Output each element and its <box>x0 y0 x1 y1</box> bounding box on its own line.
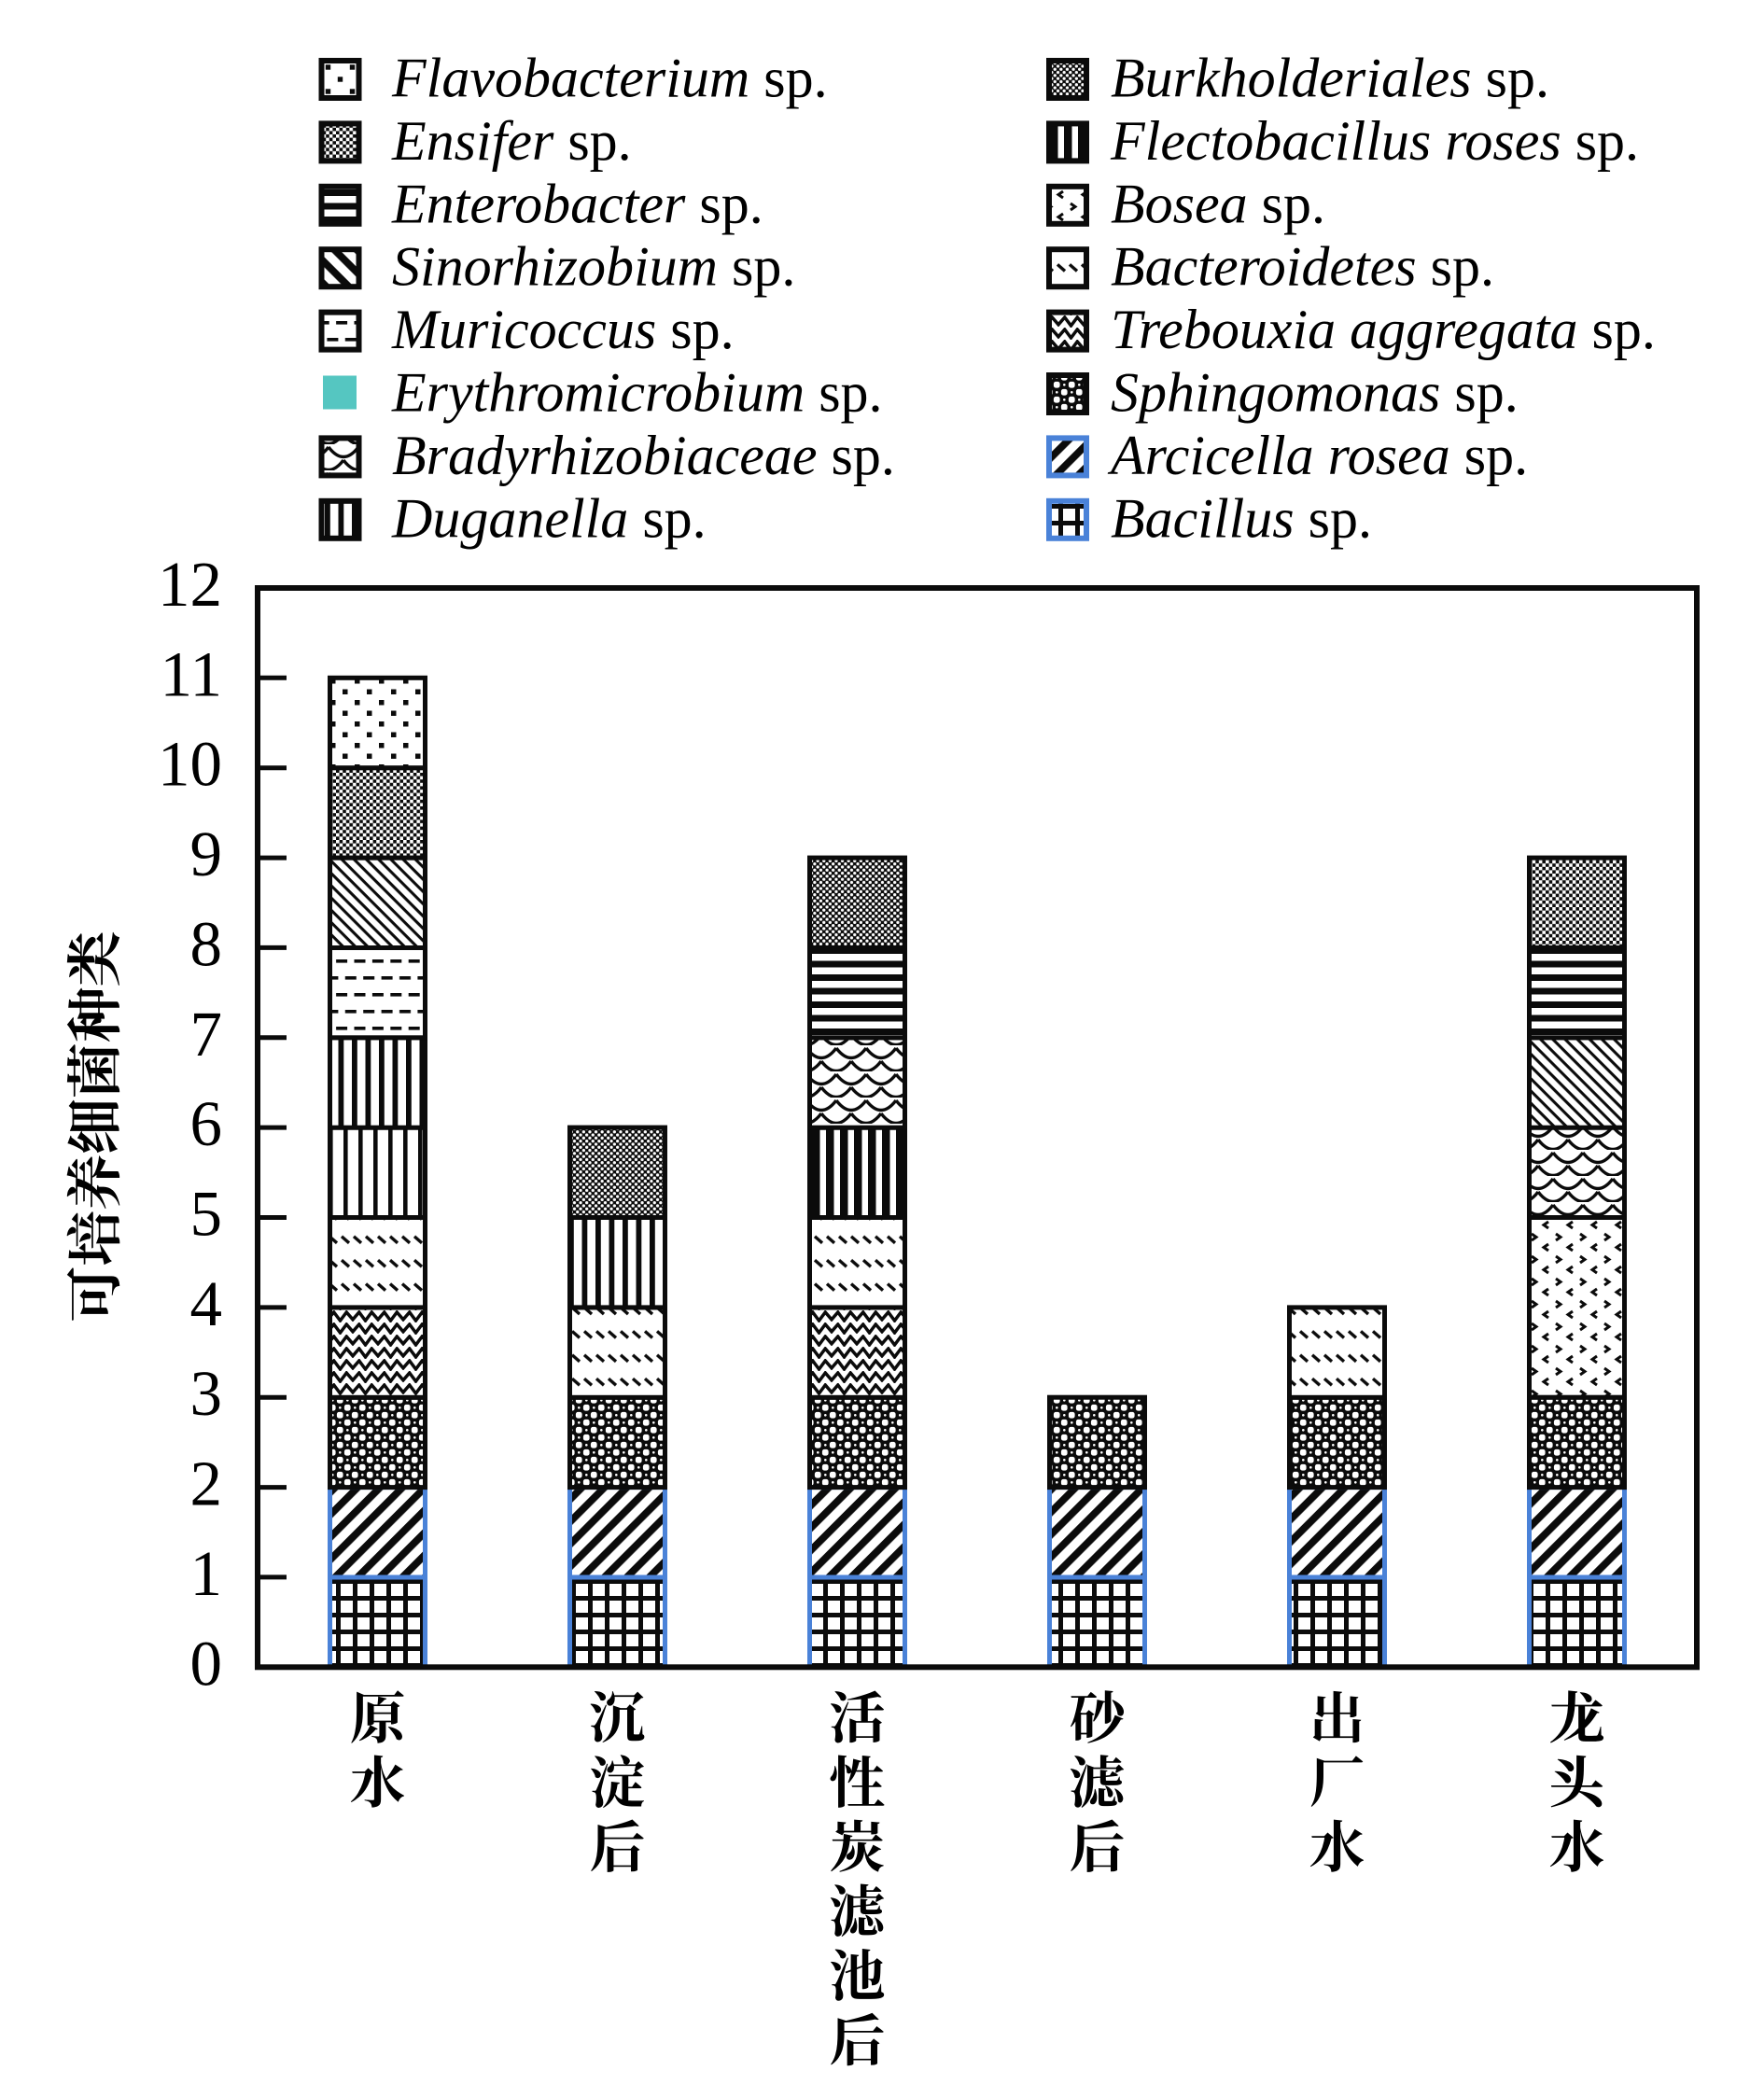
svg-text:Burkholderiales sp.: Burkholderiales sp. <box>1111 48 1549 109</box>
svg-text:1: 1 <box>190 1538 223 1609</box>
svg-text:Sinorhizobium sp.: Sinorhizobium sp. <box>392 236 795 298</box>
svg-text:Flavobacterium sp.: Flavobacterium sp. <box>391 48 828 109</box>
svg-text:10: 10 <box>158 729 222 800</box>
svg-text:Arcicella rosea sp.: Arcicella rosea sp. <box>1107 425 1528 486</box>
svg-text:7: 7 <box>190 999 223 1070</box>
svg-text:Bacteroidetes sp.: Bacteroidetes sp. <box>1111 236 1494 298</box>
svg-text:Flectobacillus roses sp.: Flectobacillus roses sp. <box>1110 110 1639 172</box>
svg-text:Bradyrhizobiaceae sp.: Bradyrhizobiaceae sp. <box>392 425 895 486</box>
svg-text:Sphingomonas sp.: Sphingomonas sp. <box>1111 362 1519 424</box>
svg-text:Bacillus sp.: Bacillus sp. <box>1111 487 1372 549</box>
svg-text:12: 12 <box>158 549 222 620</box>
svg-text:0: 0 <box>190 1628 223 1699</box>
svg-text:Muricoccus sp.: Muricoccus sp. <box>391 299 735 360</box>
svg-text:8: 8 <box>190 908 223 979</box>
svg-text:9: 9 <box>190 819 223 889</box>
svg-text:Ensifer sp.: Ensifer sp. <box>391 110 632 172</box>
svg-text:Bosea sp.: Bosea sp. <box>1111 173 1325 234</box>
svg-text:3: 3 <box>190 1358 223 1429</box>
svg-text:Erythromicrobium sp.: Erythromicrobium sp. <box>391 362 883 424</box>
svg-text:Enterobacter sp.: Enterobacter sp. <box>391 173 763 234</box>
svg-text:6: 6 <box>190 1088 223 1159</box>
svg-text:4: 4 <box>190 1268 223 1339</box>
svg-text:5: 5 <box>190 1179 223 1250</box>
svg-text:Trebouxia aggregata sp.: Trebouxia aggregata sp. <box>1111 299 1656 360</box>
svg-text:2: 2 <box>190 1448 223 1519</box>
svg-text:Duganella sp.: Duganella sp. <box>391 487 707 549</box>
svg-text:11: 11 <box>161 638 222 709</box>
